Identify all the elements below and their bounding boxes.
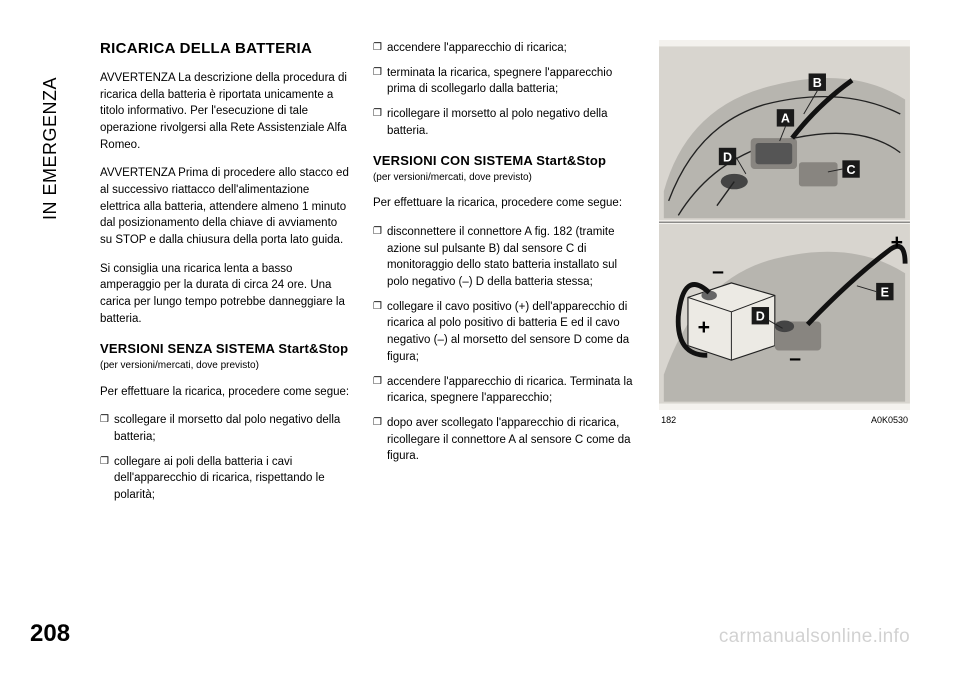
list-item: ❐ accendere l'apparecchio di ricarica. T… xyxy=(373,374,637,407)
bullet-icon: ❐ xyxy=(373,224,387,291)
procedure-list-1-cont: ❐ accendere l'apparecchio di ricarica; ❐… xyxy=(373,40,637,139)
list-item: ❐ disconnettere il connettore A fig. 182… xyxy=(373,224,637,291)
column-3-figure: B A D C xyxy=(659,40,910,620)
plus-symbol-right: + xyxy=(891,231,903,254)
bullet-text: accendere l'apparecchio di ricarica; xyxy=(387,40,637,57)
callout-c: C xyxy=(847,163,856,177)
bullet-icon: ❐ xyxy=(373,40,387,57)
callout-d-top: D xyxy=(723,150,732,164)
list-item: ❐ scollegare il morsetto dal polo negati… xyxy=(100,412,351,445)
figure-code: A0K0530 xyxy=(871,414,908,427)
column-1: RICARICA DELLA BATTERIA AVVERTENZA La de… xyxy=(100,40,351,620)
callout-b: B xyxy=(813,76,822,90)
list-item: ❐ terminata la ricarica, spegnere l'appa… xyxy=(373,65,637,98)
section-tab-vertical: IN EMERGENZA xyxy=(40,40,61,220)
bullet-text: terminata la ricarica, spegnere l'appare… xyxy=(387,65,637,98)
bullet-icon: ❐ xyxy=(373,374,387,407)
warning-paragraph-2: AVVERTENZA Prima di procedere allo stacc… xyxy=(100,165,351,248)
bullet-text: collegare ai poli della batteria i cavi … xyxy=(114,454,351,504)
watermark: carmanualsonline.info xyxy=(719,626,910,648)
bullet-text: collegare il cavo positivo (+) dell'appa… xyxy=(387,299,637,366)
bullet-icon: ❐ xyxy=(100,454,114,504)
bullet-text: disconnettere il connettore A fig. 182 (… xyxy=(387,224,637,291)
column-2: ❐ accendere l'apparecchio di ricarica; ❐… xyxy=(373,40,637,620)
list-item: ❐ collegare ai poli della batteria i cav… xyxy=(100,454,351,504)
bullet-icon: ❐ xyxy=(100,412,114,445)
bullet-text: ricollegare il morsetto al polo negativo… xyxy=(387,106,637,139)
figure-caption: 182 A0K0530 xyxy=(659,414,910,427)
procedure-list-1: ❐ scollegare il morsetto dal polo negati… xyxy=(100,412,351,503)
bullet-icon: ❐ xyxy=(373,106,387,139)
page-number: 208 xyxy=(30,620,70,648)
availability-note-1: (per versioni/mercati, dove previsto) xyxy=(100,359,351,374)
info-paragraph: Si consiglia una ricarica lenta a basso … xyxy=(100,261,351,328)
heading-senza-startstop: VERSIONI SENZA SISTEMA Start&Stop xyxy=(100,341,351,357)
callout-e: E xyxy=(881,285,889,299)
battery-diagram-svg: B A D C xyxy=(659,40,910,410)
list-item: ❐ accendere l'apparecchio di ricarica; xyxy=(373,40,637,57)
list-item: ❐ ricollegare il morsetto al polo negati… xyxy=(373,106,637,139)
list-item: ❐ dopo aver scollegato l'apparecchio di … xyxy=(373,415,637,465)
minus-symbol-right: – xyxy=(789,347,801,370)
warning-paragraph-1: AVVERTENZA La descrizione della procedur… xyxy=(100,70,351,153)
minus-symbol-left: – xyxy=(712,260,724,283)
bullet-icon: ❐ xyxy=(373,415,387,465)
list-item: ❐ collegare il cavo positivo (+) dell'ap… xyxy=(373,299,637,366)
plus-symbol-left: + xyxy=(698,316,710,339)
heading-ricarica-batteria: RICARICA DELLA BATTERIA xyxy=(100,40,351,58)
content-columns: RICARICA DELLA BATTERIA AVVERTENZA La de… xyxy=(100,40,910,620)
bullet-text: accendere l'apparecchio di ricarica. Ter… xyxy=(387,374,637,407)
figure-number: 182 xyxy=(661,414,676,427)
procedure-intro-1: Per effettuare la ricarica, procedere co… xyxy=(100,384,351,401)
callout-a: A xyxy=(781,112,790,126)
bullet-icon: ❐ xyxy=(373,299,387,366)
procedure-list-2: ❐ disconnettere il connettore A fig. 182… xyxy=(373,224,637,465)
figure-182: B A D C xyxy=(659,40,910,410)
heading-con-startstop: VERSIONI CON SISTEMA Start&Stop xyxy=(373,153,637,169)
manual-page: IN EMERGENZA RICARICA DELLA BATTERIA AVV… xyxy=(0,0,960,678)
procedure-intro-2: Per effettuare la ricarica, procedere co… xyxy=(373,195,637,212)
availability-note-2: (per versioni/mercati, dove previsto) xyxy=(373,171,637,186)
bullet-text: scollegare il morsetto dal polo negativo… xyxy=(114,412,351,445)
callout-d-bottom: D xyxy=(756,310,765,324)
bullet-icon: ❐ xyxy=(373,65,387,98)
bullet-text: dopo aver scollegato l'apparecchio di ri… xyxy=(387,415,637,465)
